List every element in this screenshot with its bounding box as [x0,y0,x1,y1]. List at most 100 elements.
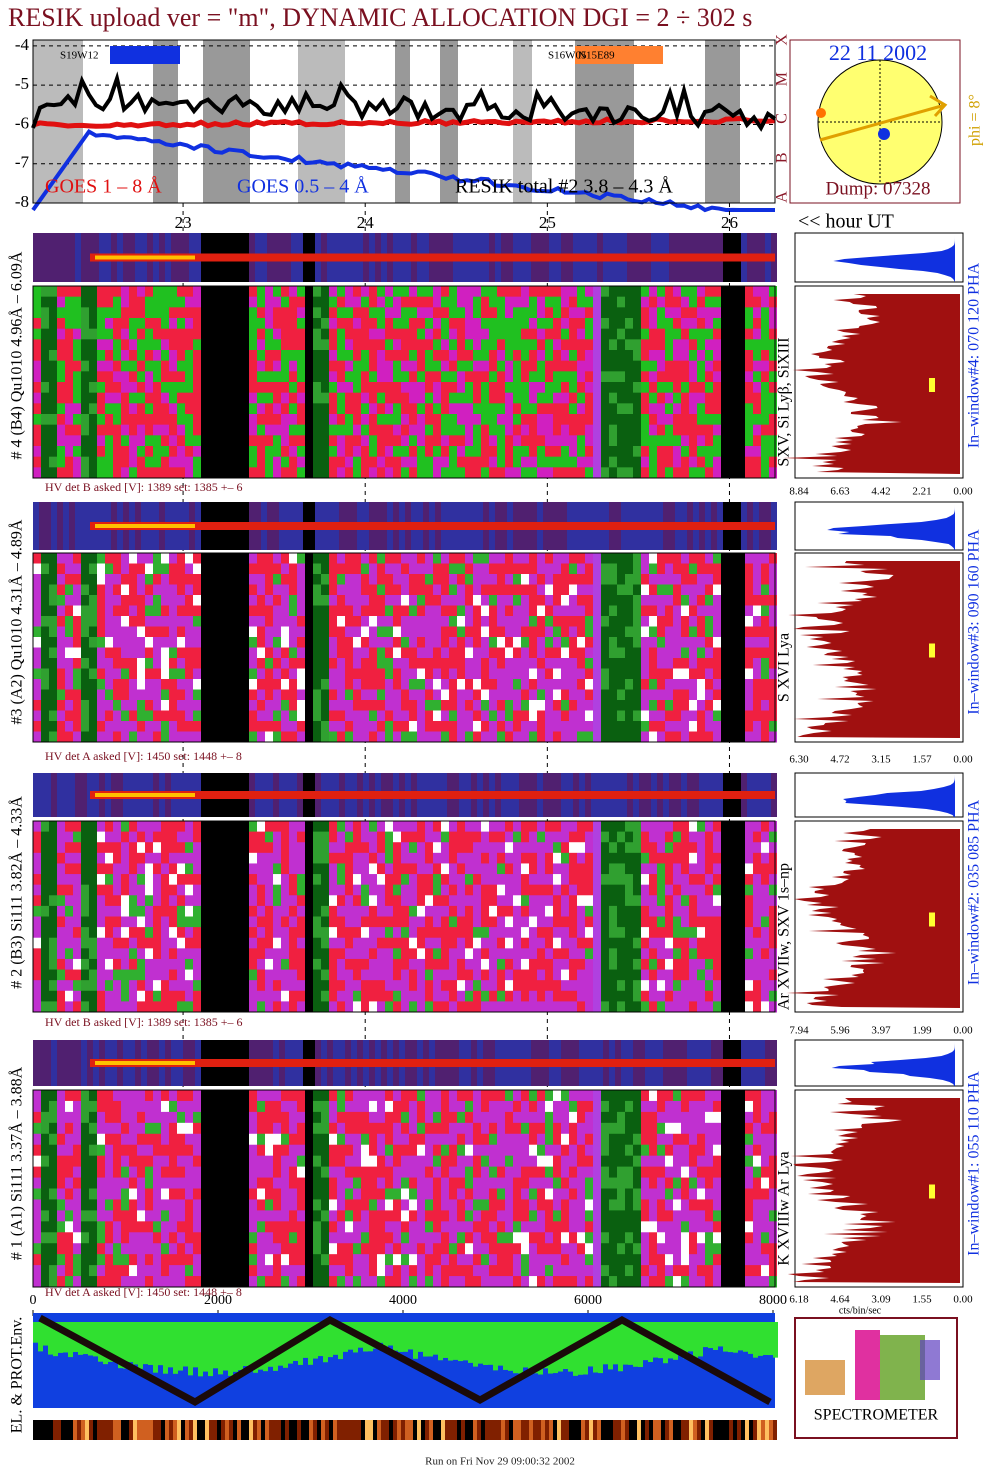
heatmap-cell [177,627,185,638]
heatmap-cell [473,679,481,690]
heatmap-cell [377,863,385,874]
heatmap-cell [585,732,593,743]
heatmap-cell [409,350,417,361]
heatmap-cell [569,679,577,690]
heatmap-cell [89,658,97,669]
heatmap-cell [401,980,409,991]
heatmap-cell [481,403,489,414]
heatmap-cell [545,690,553,701]
heatmap-cell [505,832,513,843]
heatmap-cell [137,700,145,711]
hist-tick-label: 2.21 [912,486,931,498]
heatmap-cell [161,637,169,648]
heatmap-cell [241,821,249,832]
heatmap-cell [377,329,385,340]
heatmap-cell [409,627,417,638]
heatmap-cell [129,970,137,981]
heatmap-cell [425,627,433,638]
heatmap-cell [409,564,417,575]
heatmap-cell [425,948,433,959]
heatmap-cell [529,690,537,701]
heatmap-cell [161,669,169,680]
heatmap-cell [193,350,201,361]
heatmap-cell [345,690,353,701]
heatmap-cell [153,821,161,832]
heatmap-cell [233,297,241,308]
heatmap-cell [553,842,561,853]
heatmap-cell [393,585,401,596]
heatmap-cell [209,1001,217,1012]
heatmap-cell [49,339,57,350]
heatmap-cell [57,669,65,680]
heatmap-cell [673,606,681,617]
heatmap-cell [633,371,641,382]
heatmap-cell [505,938,513,949]
heatmap-cell [345,721,353,732]
heatmap-cell [369,382,377,393]
heatmap-cell [49,286,57,297]
heatmap-cell [361,938,369,949]
heatmap-cell [393,574,401,585]
heatmap-cell [601,627,609,638]
heatmap-cell [657,553,665,564]
heatmap-cell [201,371,209,382]
heatmap-cell [673,286,681,297]
heatmap-cell [713,393,721,404]
heatmap-cell [577,425,585,436]
heatmap-cell [185,669,193,680]
heatmap-cell [57,435,65,446]
heatmap-cell [617,297,625,308]
heatmap-cell [393,307,401,318]
heatmap-cell [537,286,545,297]
heatmap-cell [721,435,729,446]
heatmap-cell [609,350,617,361]
heatmap-cell [57,403,65,414]
heatmap-cell [73,721,81,732]
heatmap-cell [457,842,465,853]
heatmap-cell [345,853,353,864]
heatmap-cell [361,906,369,917]
heatmap-cell [505,435,513,446]
heatmap-cell [153,595,161,606]
heatmap-cell [433,286,441,297]
heatmap-cell [513,403,521,414]
heatmap-cell [537,842,545,853]
heatmap-cell [129,832,137,843]
heatmap-cell [289,307,297,318]
y-tick-label: -7 [15,153,30,172]
heatmap-cell [721,297,729,308]
heatmap-cell [353,874,361,885]
heatmap-cell [665,382,673,393]
heatmap-cell [153,350,161,361]
heatmap-cell [593,637,601,648]
heatmap-cell [225,669,233,680]
heatmap-cell [465,679,473,690]
heatmap-cell [81,832,89,843]
heatmap-cell [497,700,505,711]
heatmap-cell [185,371,193,382]
heatmap-cell [257,721,265,732]
heatmap-cell [745,318,753,329]
heatmap-cell [353,382,361,393]
heatmap-cell [433,414,441,425]
heatmap-cell [41,842,49,853]
heatmap-cell [257,318,265,329]
heatmap-cell [57,318,65,329]
heatmap-cell [401,938,409,949]
heatmap-cell [89,700,97,711]
heatmap-cell [465,669,473,680]
heatmap-cell [129,393,137,404]
heatmap-cell [401,467,409,478]
heatmap-cell [97,467,105,478]
heatmap-cell [713,457,721,468]
heatmap-cell [337,467,345,478]
heatmap-cell [713,318,721,329]
heatmap-cell [193,700,201,711]
heatmap-cell [73,393,81,404]
heatmap-cell [129,616,137,627]
heatmap-cell [289,927,297,938]
heatmap-cell [161,627,169,638]
heatmap-cell [449,970,457,981]
heatmap-cell [201,329,209,340]
heatmap-cell [161,938,169,949]
